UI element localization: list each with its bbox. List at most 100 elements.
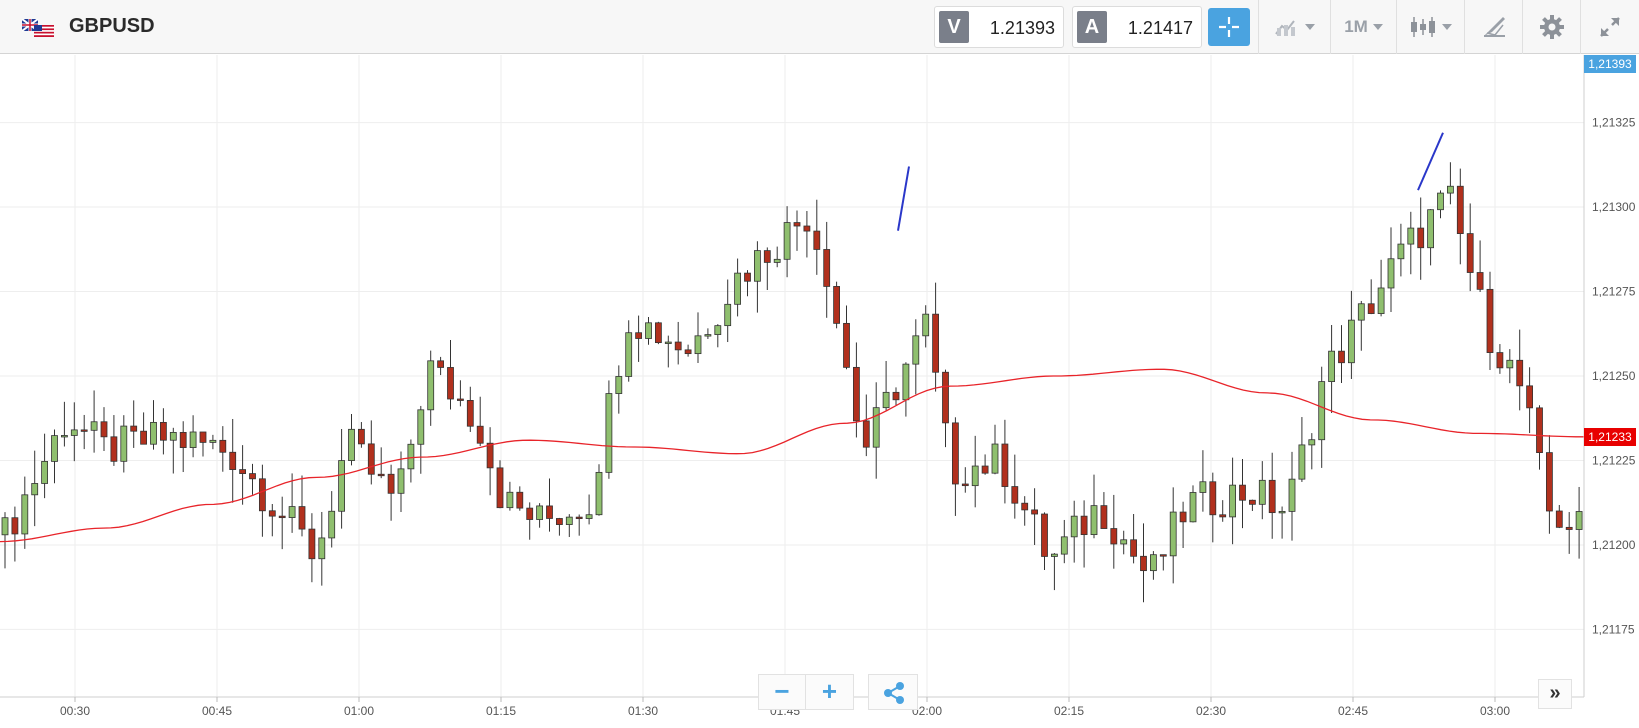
candle-up — [427, 360, 435, 411]
candle-up — [288, 506, 296, 518]
candle-up — [1318, 381, 1326, 441]
candle-up — [1298, 444, 1306, 480]
buy-price-button[interactable]: A 1.21417 — [1072, 6, 1202, 48]
candle-up — [991, 443, 999, 474]
candle-up — [1150, 554, 1157, 572]
candle-up — [61, 435, 68, 438]
candle-down — [684, 349, 692, 355]
current-price-badge: 1,21393 — [1584, 55, 1636, 73]
chevron-down-icon — [1442, 24, 1452, 30]
candle-style-icon — [1411, 17, 1435, 37]
timeframe-label: 1M — [1344, 17, 1368, 36]
candle-down — [1209, 481, 1217, 516]
candle-up — [585, 514, 593, 519]
chart-type-button[interactable] — [1258, 0, 1330, 54]
candle-up — [1575, 511, 1583, 530]
drawing-tool-button[interactable] — [1464, 0, 1522, 54]
share-button[interactable] — [868, 674, 918, 710]
candle-up — [922, 313, 930, 337]
time-tick-label: 01:15 — [486, 704, 516, 718]
time-tick-label: 03:00 — [1480, 704, 1510, 718]
fullscreen-icon — [1600, 17, 1620, 37]
candle-style-button[interactable] — [1396, 0, 1464, 54]
candle-down — [1140, 555, 1147, 572]
candle-up — [407, 443, 415, 470]
price-chart[interactable]: 1,21175 1,21200 1,21225 1,21250 1,21275 1,213… — [0, 55, 1639, 728]
candle-down — [447, 367, 454, 400]
candle-down — [892, 391, 900, 401]
candle-down — [813, 230, 821, 250]
candle-down — [516, 491, 524, 509]
time-tick-label: 02:00 — [912, 704, 942, 718]
candle-up — [90, 421, 98, 431]
drawing-tool-icon — [1483, 17, 1505, 37]
candle-up — [1328, 350, 1335, 382]
candle-down — [1001, 443, 1009, 487]
candlestick-chart[interactable]: 1,21175 1,21200 1,21225 1,21250 1,21275 1,213… — [0, 55, 1639, 728]
candle-down — [357, 428, 365, 445]
candle-up — [120, 425, 128, 462]
candle-down — [1021, 502, 1029, 511]
candle-up — [1090, 505, 1098, 536]
sell-price-button[interactable]: V 1.21393 — [934, 6, 1064, 48]
candle-up — [348, 428, 355, 461]
candle-up — [328, 510, 336, 539]
candle-down — [367, 443, 375, 475]
zoom-in-button[interactable]: + — [806, 674, 854, 710]
candle-down — [179, 431, 187, 448]
candle-down — [130, 425, 138, 432]
candle-up — [41, 461, 48, 484]
candle-up — [150, 421, 157, 445]
candle-down — [496, 467, 504, 509]
trendlines-layer — [897, 132, 1444, 231]
moving-average-layer — [0, 368, 1584, 543]
candle-down — [1179, 511, 1187, 523]
candle-up — [754, 250, 761, 282]
candle-up — [1387, 258, 1395, 289]
candle-up — [1288, 478, 1296, 512]
candle-up — [773, 258, 781, 263]
candle-up — [169, 431, 177, 441]
candle-up — [1070, 515, 1078, 538]
candle-up — [417, 409, 425, 445]
candle-up — [1308, 439, 1316, 446]
candle-up — [595, 471, 603, 516]
candle-down — [1159, 554, 1167, 557]
candle-down — [981, 465, 989, 474]
candle-down — [486, 442, 494, 469]
timeframe-dropdown[interactable]: 1M — [1330, 0, 1396, 54]
candle-up — [902, 363, 910, 401]
sell-tag: V — [939, 11, 969, 43]
time-tick-label: 02:15 — [1054, 704, 1084, 718]
more-button[interactable]: » — [1538, 679, 1572, 709]
time-tick-label: 01:30 — [628, 704, 658, 718]
candle-up — [31, 483, 39, 496]
candle-down — [387, 473, 395, 494]
candle-up — [1437, 192, 1444, 211]
candle-up — [724, 303, 732, 327]
candle-down — [11, 517, 19, 535]
trendline-2 — [1417, 132, 1444, 191]
crosshair-button[interactable] — [1208, 8, 1250, 46]
chart-type-icon — [1275, 20, 1295, 36]
price-axis: 1,21175 1,21200 1,21225 1,21250 1,21275 1,213… — [1592, 116, 1636, 637]
candle-down — [635, 332, 642, 339]
candle-up — [1407, 227, 1415, 245]
candle-down — [1486, 288, 1494, 353]
candle-up — [912, 335, 920, 365]
zoom-out-button[interactable]: − — [758, 674, 806, 710]
settings-button[interactable] — [1522, 0, 1580, 54]
candle-up — [1189, 492, 1197, 523]
candle-down — [239, 469, 247, 474]
fullscreen-button[interactable] — [1580, 0, 1639, 54]
candle-up — [605, 393, 613, 473]
zoom-controls: − + — [758, 674, 854, 710]
candle-down — [229, 451, 237, 470]
candle-down — [961, 483, 969, 487]
candle-down — [159, 421, 167, 441]
candle-up — [1120, 539, 1128, 545]
candle-down — [862, 420, 870, 448]
candle-down — [1476, 272, 1484, 290]
candle-up — [1397, 243, 1405, 260]
candle-down — [546, 505, 553, 519]
